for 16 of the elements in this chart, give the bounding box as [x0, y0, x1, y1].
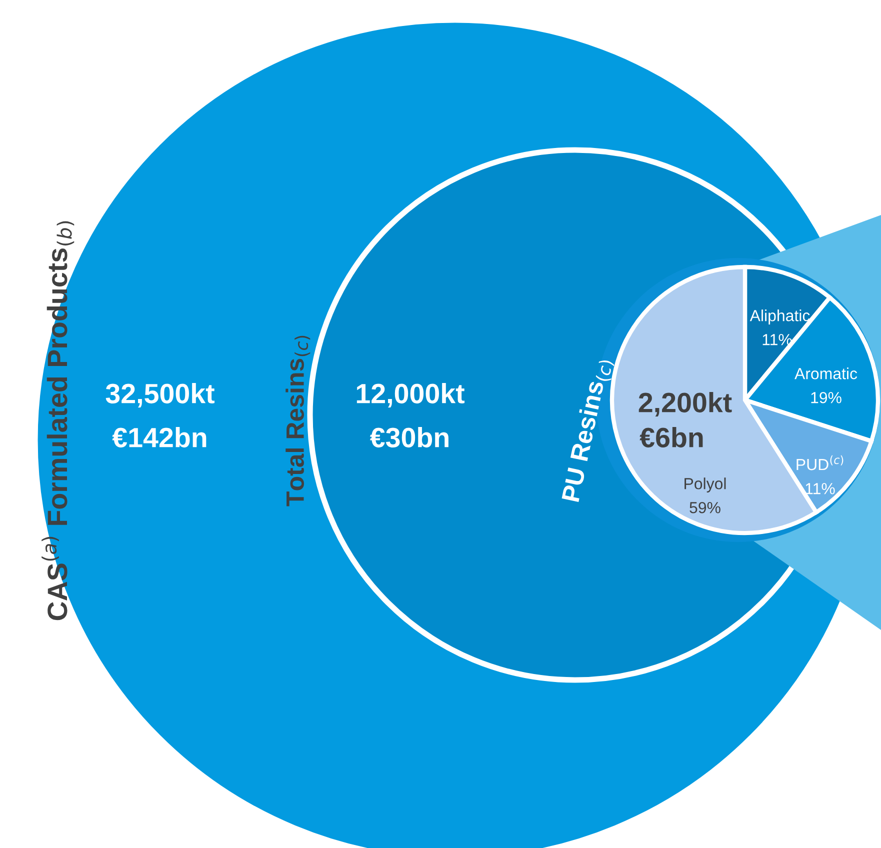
text: €142bn [112, 427, 206, 448]
text: 32,500kt [106, 383, 214, 408]
text: 2,200kt [638, 392, 732, 416]
text: Total Resins$_{(c)}$ [286, 336, 310, 506]
text: €30bn [370, 427, 448, 448]
text: 12,000kt [356, 383, 464, 408]
slice-label: Polyol [684, 478, 726, 492]
slice-label: PUD$^{(c)}$ [796, 455, 844, 470]
data-label: 59% [690, 502, 720, 514]
slice-label: Aromatic [794, 368, 858, 380]
text: PU Resins$_{(c)}$ [560, 357, 615, 504]
data-label: 11% [806, 483, 835, 494]
text: CAS$^{(a)}$ Formulated Products$_{(b)}$ [42, 221, 74, 620]
slice-label: Aliphatic [750, 310, 810, 324]
text: €6bn [640, 427, 703, 448]
data-label: 19% [811, 392, 842, 404]
